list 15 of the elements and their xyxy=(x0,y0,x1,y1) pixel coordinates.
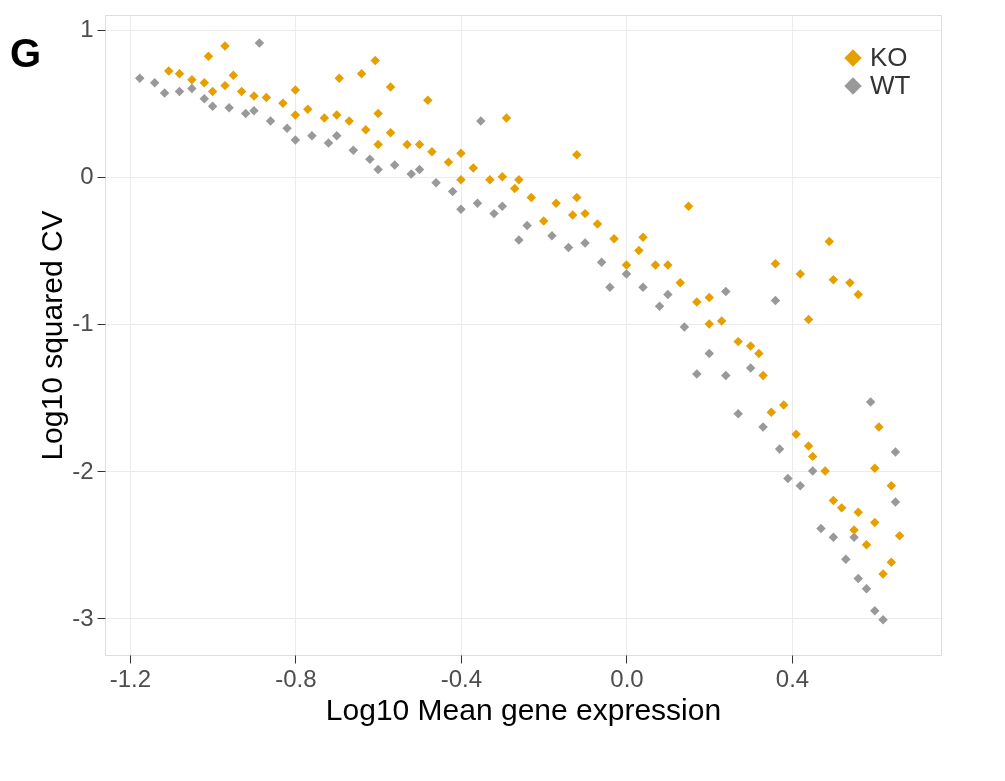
chart-title: G xyxy=(10,31,42,75)
x-axis-title: Log10 Mean gene expression xyxy=(325,692,722,726)
x-tick-label: -0.8 xyxy=(275,664,317,692)
y-tick-label: -3 xyxy=(72,603,94,631)
x-tick-label: 0.0 xyxy=(610,664,644,692)
y-tick-label: -1 xyxy=(72,309,94,337)
y-tick-label: -2 xyxy=(72,456,94,484)
legend-label: WT xyxy=(870,70,911,100)
x-tick-label: -1.2 xyxy=(109,664,152,692)
x-tick-label: 0.4 xyxy=(775,664,810,692)
x-tick-label: -0.4 xyxy=(440,664,483,692)
y-tick-label: 1 xyxy=(80,15,94,43)
y-tick-label: 0 xyxy=(80,162,94,190)
legend-label: KO xyxy=(870,42,908,72)
y-axis-title: Log10 squared CV xyxy=(35,210,69,461)
